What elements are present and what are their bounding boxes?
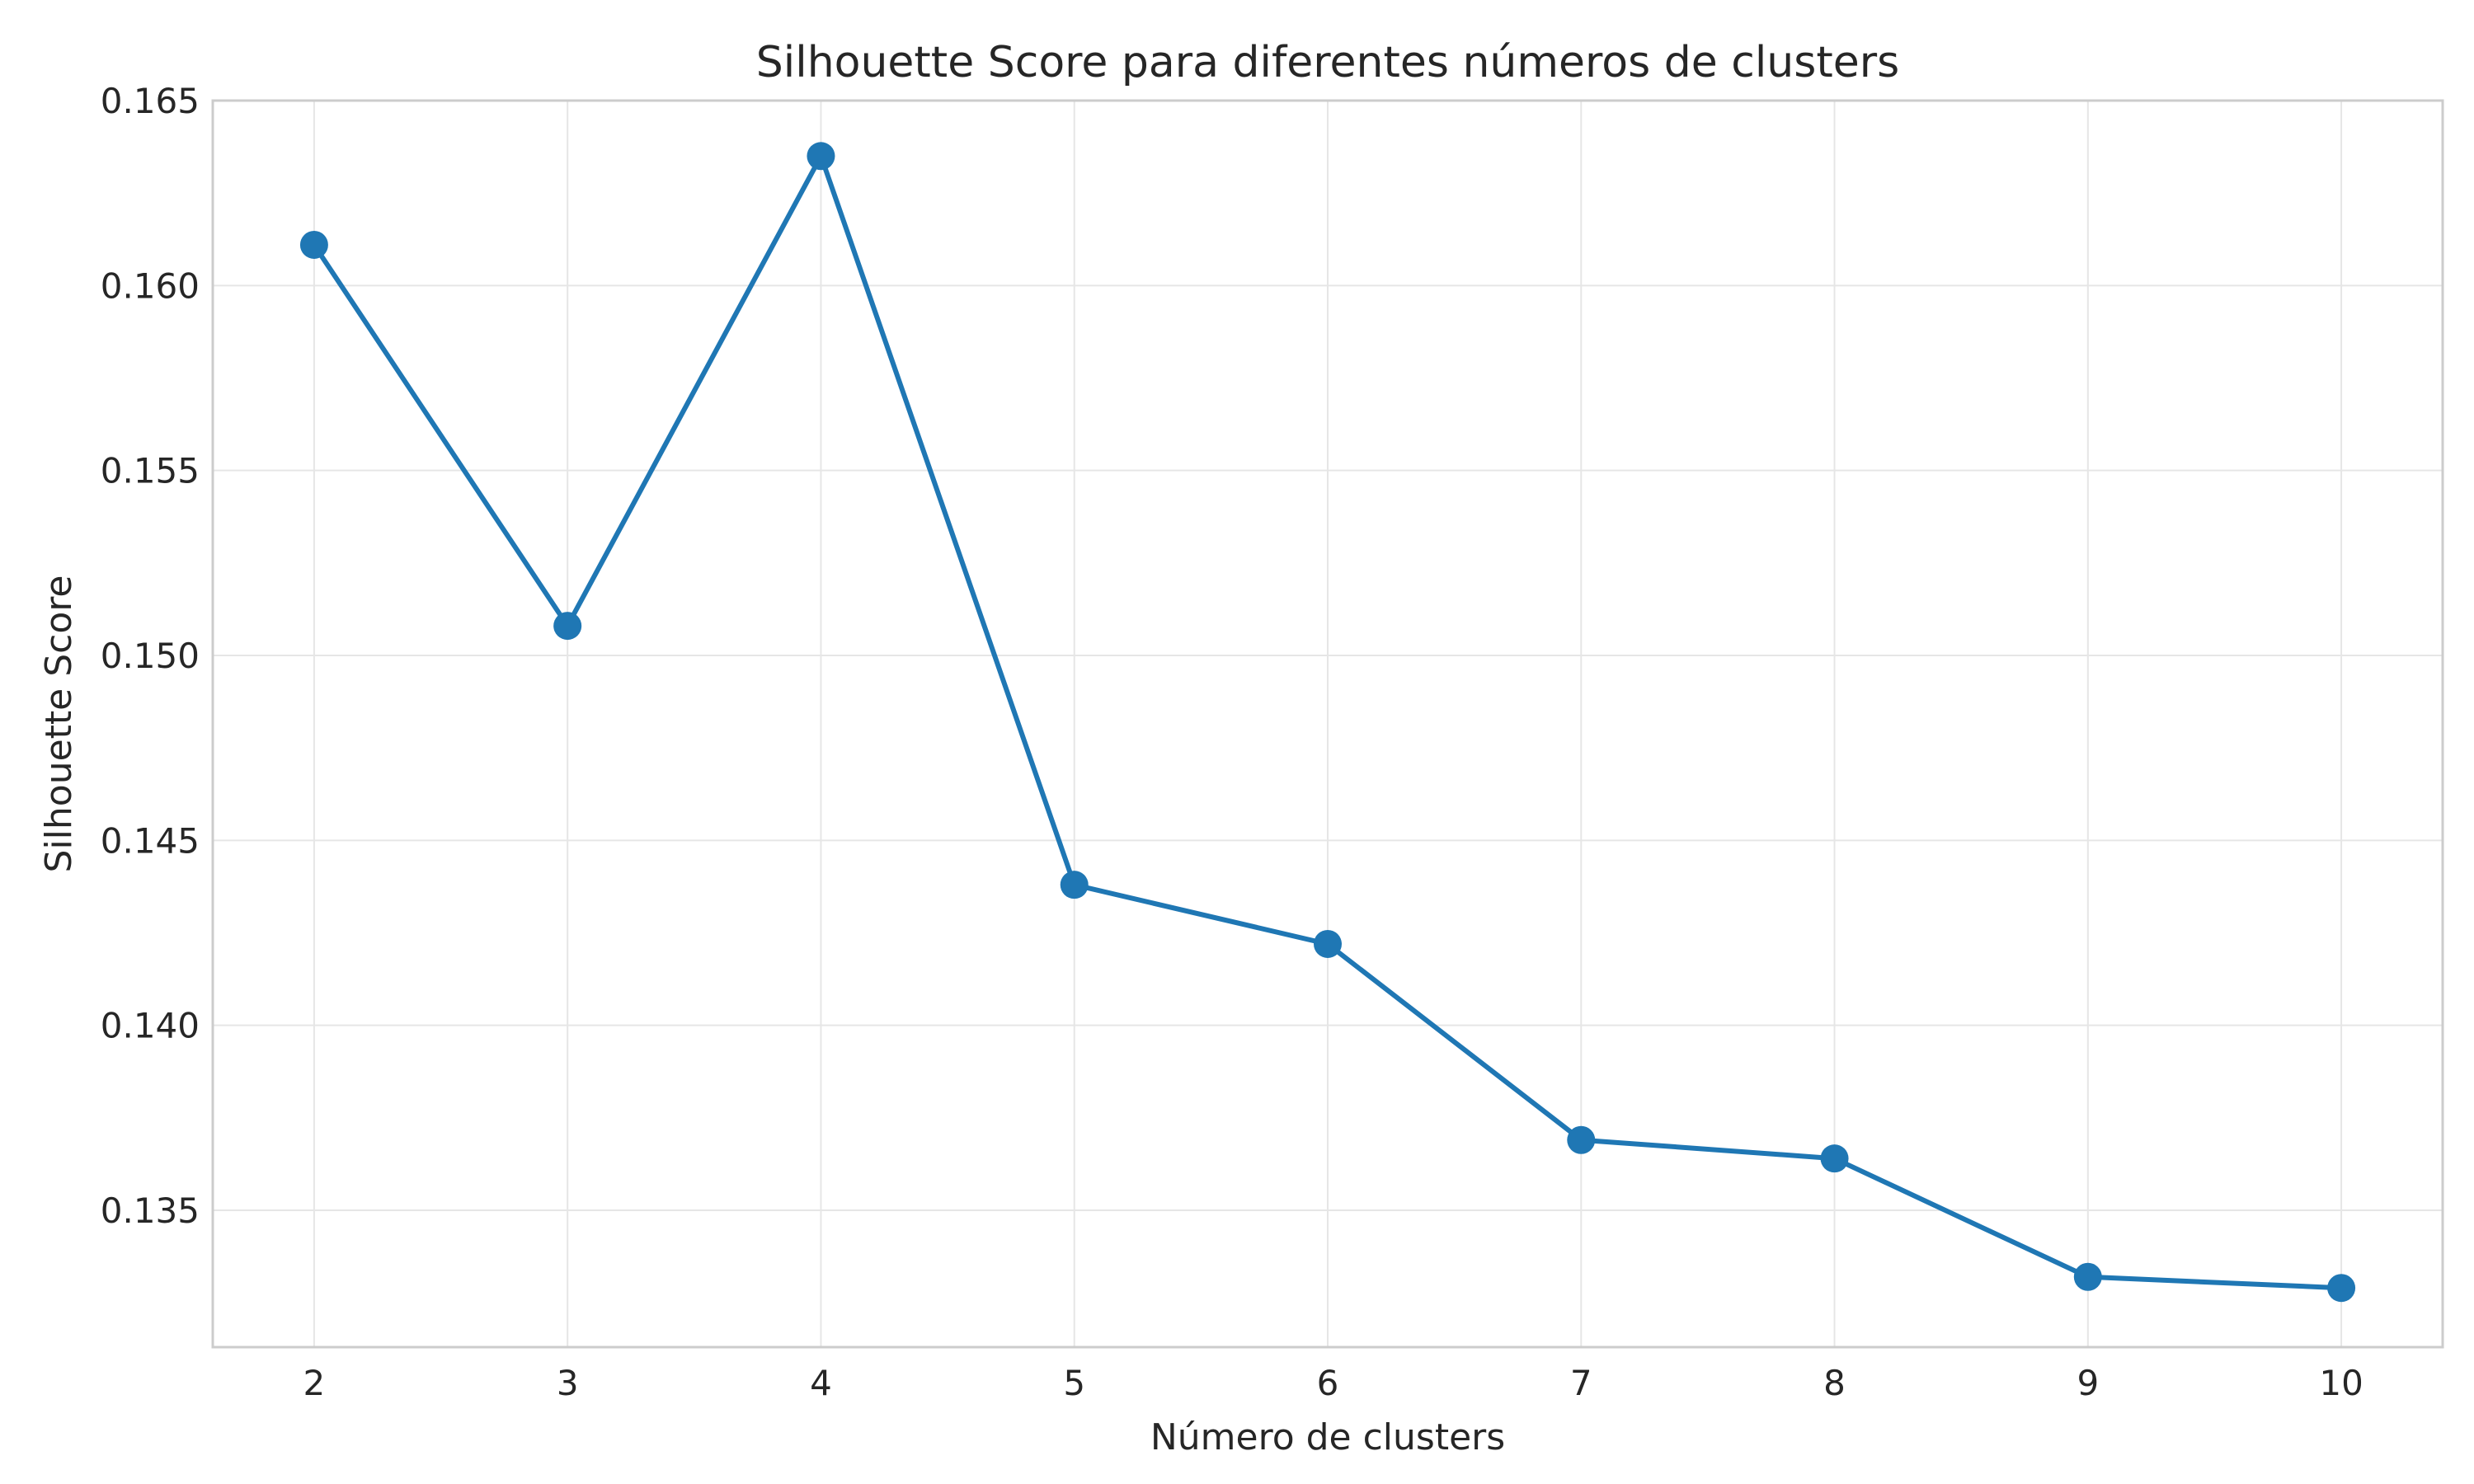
y-tick-label: 0.145 xyxy=(101,820,200,861)
data-point xyxy=(299,230,328,259)
x-tick-label: 6 xyxy=(1317,1363,1339,1403)
x-axis-ticks: 2 3 4 5 6 7 8 9 10 xyxy=(303,1363,2363,1403)
x-axis-title: Número de clusters xyxy=(1150,1416,1505,1458)
plot-area-frame xyxy=(211,99,2444,1349)
data-point xyxy=(2073,1262,2102,1291)
y-tick-label: 0.150 xyxy=(101,636,200,676)
y-tick-label: 0.165 xyxy=(101,81,200,121)
data-point xyxy=(2327,1274,2356,1303)
x-tick-label: 2 xyxy=(303,1363,326,1403)
y-tick-label: 0.155 xyxy=(101,451,200,491)
data-point xyxy=(1820,1144,1849,1173)
y-tick-label: 0.135 xyxy=(101,1190,200,1231)
data-point xyxy=(1060,871,1089,899)
series-layer xyxy=(299,142,2356,1303)
y-tick-label: 0.160 xyxy=(101,265,200,306)
x-tick-label: 8 xyxy=(1823,1363,1846,1403)
x-tick-label: 10 xyxy=(2319,1363,2363,1403)
y-axis-title: Silhouette Score xyxy=(38,575,80,873)
data-point xyxy=(1314,929,1342,958)
y-axis-ticks: 0.135 0.140 0.145 0.150 0.155 0.160 0.165 xyxy=(101,81,200,1231)
y-tick-label: 0.140 xyxy=(101,1006,200,1046)
x-tick-label: 4 xyxy=(810,1363,832,1403)
x-tick-label: 5 xyxy=(1063,1363,1085,1403)
x-tick-label: 7 xyxy=(1570,1363,1592,1403)
grid xyxy=(213,100,2443,1347)
data-point xyxy=(553,612,582,641)
x-tick-label: 9 xyxy=(2077,1363,2099,1403)
data-point xyxy=(807,142,835,171)
x-tick-label: 3 xyxy=(557,1363,579,1403)
data-point xyxy=(1567,1125,1596,1154)
chart-title: Silhouette Score para diferentes números… xyxy=(756,38,1899,87)
